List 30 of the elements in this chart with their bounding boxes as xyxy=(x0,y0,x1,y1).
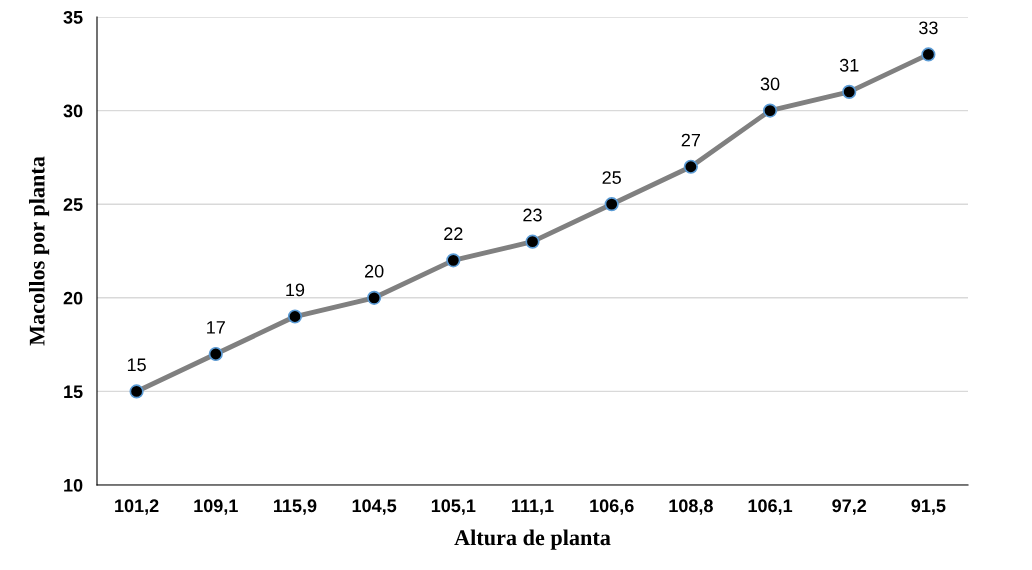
data-label: 19 xyxy=(286,283,305,297)
x-tick-label: 109,1 xyxy=(194,499,238,515)
x-tick-label: 108,8 xyxy=(669,499,713,515)
y-tick-label: 10 xyxy=(64,478,83,492)
x-tick-label: 106,6 xyxy=(590,499,634,515)
x-axis-title: Altura de planta xyxy=(454,529,611,550)
x-tick-label: 104,5 xyxy=(352,499,397,515)
x-tick-label: 91,5 xyxy=(911,499,946,515)
data-label: 31 xyxy=(839,58,859,72)
x-tick-label: 105,1 xyxy=(431,499,476,515)
y-tick-label: 25 xyxy=(63,198,83,211)
y-tick-label: 30 xyxy=(63,104,83,118)
y-tick-label: 15 xyxy=(64,385,83,399)
data-label: 33 xyxy=(919,21,938,35)
data-label: 23 xyxy=(523,208,542,222)
data-label: 17 xyxy=(207,321,225,334)
x-tick-label: 111,1 xyxy=(512,499,554,515)
x-tick-label: 106,1 xyxy=(748,499,793,515)
x-tick-label: 115,9 xyxy=(274,499,317,515)
data-label: 25 xyxy=(602,171,621,184)
data-label: 22 xyxy=(444,227,463,240)
data-label: 27 xyxy=(681,133,700,147)
data-label: 20 xyxy=(365,264,384,278)
x-tick-label: 97,2 xyxy=(832,499,867,515)
y-tick-label: 20 xyxy=(63,291,83,305)
data-label: 15 xyxy=(127,358,146,372)
x-tick-label: 101,2 xyxy=(115,499,159,515)
data-label: 30 xyxy=(760,77,780,91)
y-axis-title: Macollos por planta xyxy=(28,156,50,346)
y-tick-label: 35 xyxy=(63,10,83,24)
